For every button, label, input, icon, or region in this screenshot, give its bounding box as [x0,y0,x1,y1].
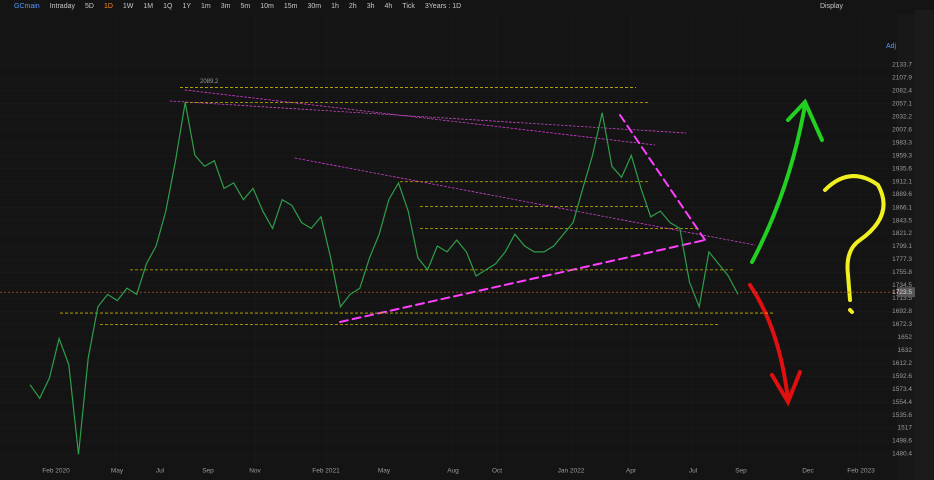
adj-toggle[interactable]: Adj [886,43,897,50]
x-tick-label: Dec [802,468,814,475]
symbol[interactable]: GCmain [14,3,40,10]
y-tick-label: 2057.1 [892,101,912,108]
y-tick-label: 1889.6 [892,191,912,198]
y-tick-label: 1672.3 [892,321,912,328]
y-tick-label: 1554.4 [892,399,912,406]
interval-button[interactable]: 1h [331,3,339,10]
y-tick-label: 1632 [898,347,913,354]
last-price-box [897,287,915,298]
y-tick-label: 1652 [898,334,913,341]
y-tick-label: 1983.3 [892,140,912,147]
interval-button[interactable]: 5m [240,3,251,10]
trendline [339,239,706,323]
y-tick-label: 1777.3 [892,256,912,263]
y-tick-label: 1935.6 [892,165,912,172]
y-tick-label: 1821.2 [892,230,912,237]
chart: 2133.7 2107.9 2082.4 2057.1 2032.2 2007.6 1983… [0,14,915,480]
x-tick-label: Jan 2022 [558,468,585,475]
interval-button[interactable]: Intraday [49,3,75,10]
y-tick-label: 2007.6 [892,127,912,134]
display-menu[interactable]: Display [820,3,843,10]
interval-button[interactable]: 1Q [163,3,173,10]
interval-button[interactable]: 1m [201,3,211,10]
up-arrow [750,98,824,264]
x-tick-label: Feb 2023 [847,468,875,475]
range[interactable]: 3Years : 1D [424,3,462,10]
toolbar: GCmain Intraday 5D 1D 1W 1M 1Q 1Y 1m 3m 5m 10m 15m 3… [0,0,934,13]
y-tick-label: 1692.8 [892,308,912,315]
y-tick-label: 1573.4 [892,386,912,393]
y-tick-label: 1866.1 [892,204,912,211]
interval-button[interactable]: 3m [220,3,231,10]
x-tick-label: Apr [626,468,637,475]
trendline [294,157,756,246]
y-tick-label: 1592.6 [892,373,912,380]
y-tick-label: 2082.4 [892,88,912,95]
interval-button[interactable]: 30m [307,3,322,10]
interval-button[interactable]: 5D [84,3,94,10]
interval-button[interactable]: Tick [402,3,415,10]
interval-button[interactable]: 4h [384,3,393,10]
y-tick-label: 1612.2 [892,360,912,367]
y-tick-label: 1755.8 [892,269,912,276]
x-tick-label: Oct [492,468,502,475]
y-tick-label: 1959.3 [892,152,912,159]
intervals: Intraday 5D 1D 1W 1M 1Q 1Y 1m 3m 5m 10m 15m 30m 1h 2h 3… [50,3,425,10]
interval-button[interactable]: 3h [366,3,375,10]
interval-button[interactable]: 1W [122,3,134,10]
interval-button[interactable]: 1Y [182,3,192,10]
y-tick-label: 1734.5 [892,282,912,289]
interval-button[interactable]: 1D [103,3,113,10]
x-tick-label: Nov [249,468,261,475]
y-tick-label: 1480.4 [892,451,912,458]
peak-label: 2089.2 [200,79,219,85]
x-tick-label: Jul [156,468,165,475]
x-tick-label: Sep [202,468,214,475]
y-tick-label: 1912.1 [892,178,912,185]
y-tick-label: 1517 [898,425,913,432]
x-tick-label: Jul [689,468,698,475]
y-tick-label: 1843.5 [892,217,912,224]
y-tick-label: 2107.9 [892,75,912,82]
interval-button[interactable]: 15m [283,3,298,10]
y-tick-label: 2133.7 [892,62,912,69]
price-line [29,102,739,455]
drawing-toolbar [915,10,934,480]
y-tick-label: 1713.5 [892,295,912,302]
axis-bg [897,14,915,480]
y-tick-label: 1799.1 [892,243,912,250]
y-tick-label: 1498.6 [892,438,912,445]
x-tick-label: Feb 2020 [42,468,70,475]
x-tick-label: Sep [735,468,747,475]
x-tick-label: May [111,468,124,475]
last-price-label: 1723.5 [892,289,912,296]
x-tick-label: May [378,468,391,475]
y-tick-label: 1535.6 [892,412,912,419]
question-mark [823,174,886,314]
interval-button[interactable]: 2h [348,3,357,10]
down-arrow [748,283,802,407]
trendline [619,114,706,241]
trendline [169,100,687,134]
trendline [184,89,656,146]
x-tick-label: Feb 2021 [312,468,340,475]
x-tick-label: Aug [447,468,459,475]
y-tick-label: 2032.2 [892,114,912,121]
interval-button[interactable]: 1M [143,3,154,10]
interval-button[interactable]: 10m [260,3,274,10]
